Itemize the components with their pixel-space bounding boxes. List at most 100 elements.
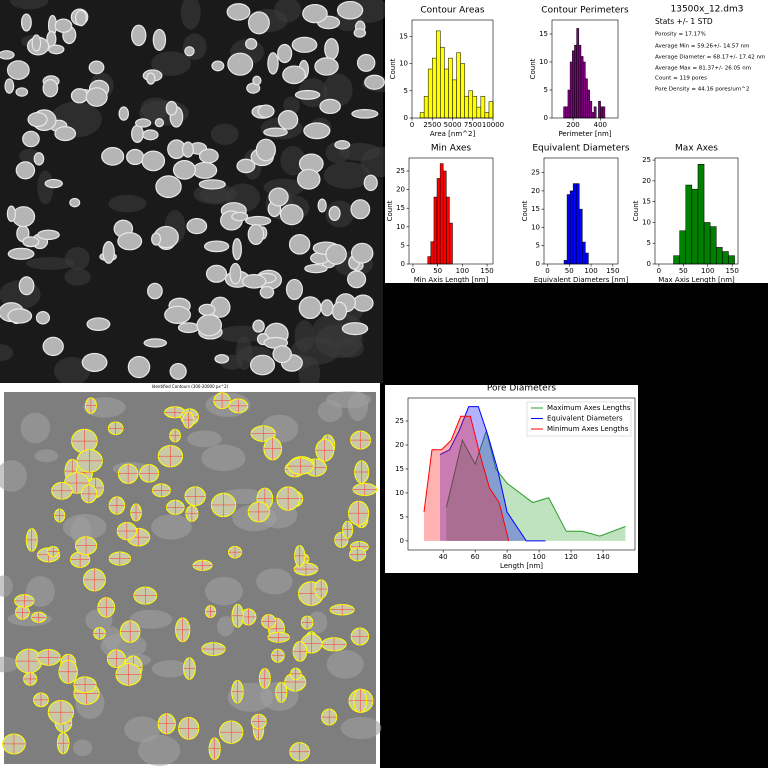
pore [257,104,275,118]
x-tick-label: 400 [594,121,607,129]
bar [448,57,453,119]
x-tick-label: 0 [411,267,415,275]
smudge [0,344,14,362]
bar [436,30,441,119]
y-axis-label: Count [389,58,397,79]
pore [314,57,339,76]
pore [169,362,187,380]
legend-label: Maximum Axes Lengths [547,404,631,412]
pore [325,243,347,265]
pore [198,179,226,190]
y-tick-label: 20 [531,187,540,195]
y-axis-label: Count [386,200,394,221]
x-axis-label: Perimeter [nm] [558,130,611,138]
y-tick-label: 20 [642,177,651,185]
y-tick-label: 0 [400,537,404,545]
x-tick-label: 10000 [482,121,504,129]
pore [247,11,270,35]
micrograph [0,0,401,391]
pore [74,9,87,27]
pore [350,242,374,264]
y-tick-label: 5 [404,87,408,95]
pore [331,301,348,321]
smudge [187,430,222,448]
smudge [280,145,306,176]
chart-title: Min Axes [431,144,472,154]
y-tick-label: 0 [647,260,651,268]
pore [142,129,159,141]
pore [353,28,367,38]
bar [685,184,693,265]
smudge [10,0,49,10]
pore [15,161,36,180]
stats-line: Count = 119 pores [655,76,707,82]
bar [439,163,444,265]
pore [172,160,196,180]
bar [716,247,723,265]
pore [54,18,73,33]
pore [154,118,165,128]
pore [164,305,191,324]
smudge [347,391,369,421]
smudge [274,0,301,23]
bar [575,183,580,265]
bar [673,255,680,265]
pore [252,75,262,86]
legend-label: Equivalent Diameters [547,415,623,423]
bar [432,57,437,119]
smudge [65,247,90,270]
pore [259,285,275,299]
pore [277,43,293,64]
y-tick-label: 5 [400,513,404,521]
smudge [180,0,201,30]
pore [320,299,334,317]
pore [48,44,65,55]
smudge [326,649,364,679]
smudge [108,194,147,213]
pore [334,140,351,150]
pore [277,110,299,130]
y-tick-label: 10 [531,223,540,231]
smudge [323,73,353,107]
y-tick-label: 25 [396,167,405,175]
smudge [62,513,107,540]
chart-title: Max Axes [675,144,718,154]
x-tick-label: 100 [532,553,545,561]
bar [427,256,432,265]
pore [350,199,371,220]
x-tick-label: 60 [471,553,480,561]
smudge [210,123,239,145]
stats-line: Pore Density = 44.16 pores/um^2 [655,87,749,93]
pore [143,338,168,348]
smudge [201,444,246,472]
plot-frame [407,397,636,551]
x-tick-label: 7500 [464,121,482,129]
pore [279,203,304,226]
pore [37,229,60,241]
pore [226,3,251,21]
smudge [20,412,51,444]
x-tick-label: 50 [565,267,574,275]
pore [294,89,321,100]
x-tick-label: 2500 [423,121,441,129]
y-tick-label: 5 [536,242,540,250]
pore [268,187,289,207]
y-tick-label: 15 [531,205,540,213]
pore [186,217,208,235]
bar [433,196,438,265]
pore [319,98,341,115]
bar [565,106,569,119]
pore [303,122,331,140]
y-axis-label: Count [521,200,529,221]
chart-title: Contour Areas [420,6,485,16]
stats-line: Average Min = 59.26+/- 14.57 nm [655,44,749,50]
smudge [129,609,173,629]
bar [472,95,478,119]
pore [231,211,249,222]
pore [155,175,182,199]
bar [484,112,490,119]
bar [587,89,590,119]
pore [288,234,311,255]
stats-subtitle: Stats +/- 1 STD [655,17,713,26]
area-fill [446,430,626,541]
